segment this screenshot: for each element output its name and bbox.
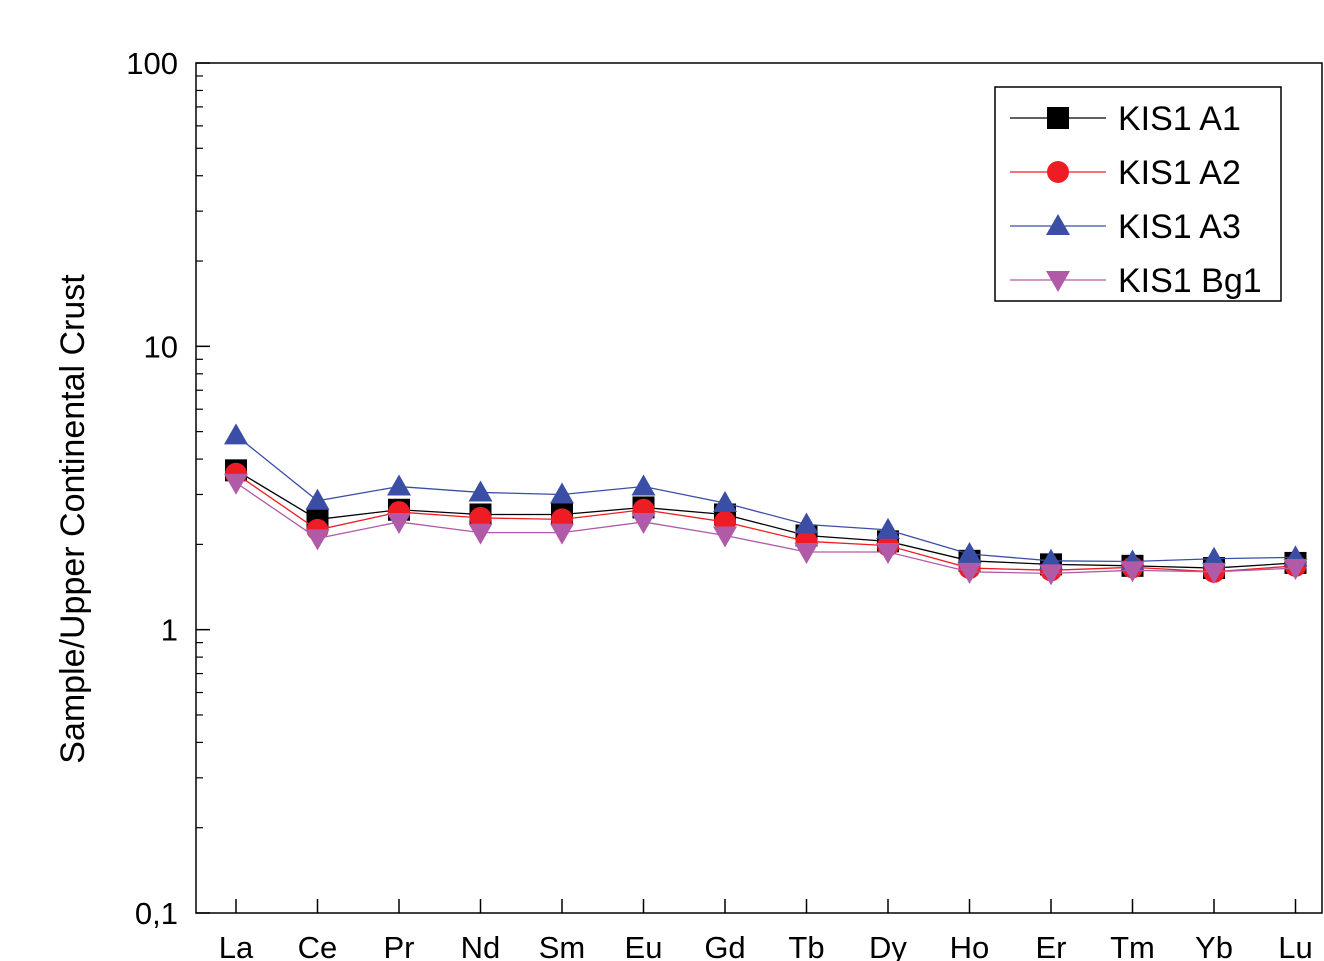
legend-box (994, 86, 1282, 302)
series-kis1-a2 (225, 462, 1307, 583)
legend-marker (1047, 161, 1069, 183)
legend-item: KIS1 A1 (1010, 100, 1241, 138)
data-point (1283, 559, 1308, 581)
y-tick-label: 1 (161, 613, 178, 648)
series-layer (224, 423, 1308, 586)
series-line (235, 482, 1296, 575)
data-point (224, 473, 248, 495)
data-point (550, 482, 574, 504)
x-tick-label: Ho (950, 930, 990, 961)
series-line (235, 434, 1296, 563)
legend-marker (1046, 214, 1070, 235)
data-point (794, 542, 819, 564)
data-point (957, 562, 982, 584)
x-tick-label: Gd (704, 930, 745, 961)
x-tick-label: Ce (298, 930, 338, 961)
data-point (550, 523, 574, 545)
y-tick-label: 100 (126, 46, 178, 81)
data-point (387, 512, 411, 534)
data-point (224, 423, 248, 445)
legend-item: KIS1 A2 (1010, 154, 1241, 192)
axes: 0,1 1 10 100 La Ce Pr Nd Sm Eu Gd Tb Dy Ho Er Tm Yb Lu (126, 46, 1323, 961)
data-point (387, 474, 411, 496)
legend-label: KIS1 Bg1 (1118, 262, 1262, 300)
data-point (468, 480, 493, 502)
x-tick-label: Er (1036, 930, 1067, 961)
data-point (469, 506, 492, 529)
legend-item: KIS1 A3 (1010, 208, 1241, 246)
data-point (794, 512, 819, 534)
series-kis1-bg1 (224, 473, 1308, 586)
legend-label: KIS1 A3 (1118, 208, 1241, 246)
y-tick-label: 10 (144, 329, 178, 364)
data-point (305, 529, 330, 551)
data-point (713, 526, 737, 548)
legend-marker (1047, 107, 1069, 129)
x-tick-label: Eu (625, 930, 663, 961)
x-tick-label: La (219, 930, 254, 961)
data-point (876, 542, 900, 564)
data-point (631, 474, 656, 496)
legend-label: KIS1 A2 (1118, 154, 1241, 192)
plot-frame (195, 62, 1323, 914)
data-point (957, 541, 982, 563)
legend-label: KIS1 A1 (1118, 100, 1241, 138)
data-point (876, 517, 900, 539)
data-point (631, 512, 656, 534)
x-tick-label: Nd (461, 930, 501, 961)
data-point (1202, 562, 1226, 584)
y-axis-label: Sample/Upper Continental Crust (54, 274, 92, 764)
x-tick-label: Sm (539, 930, 586, 961)
data-point (305, 488, 330, 510)
legend-item: KIS1 Bg1 (1010, 262, 1262, 300)
x-tick-label: Dy (869, 930, 907, 961)
series-line (235, 469, 1296, 569)
legend-marker (1046, 271, 1070, 292)
data-point (1039, 564, 1063, 586)
x-tick-label: Lu (1278, 930, 1312, 961)
data-point (1120, 561, 1145, 583)
data-point (713, 490, 737, 512)
x-tick-label: Yb (1195, 930, 1233, 961)
x-tick-label: Pr (384, 930, 415, 961)
x-tick-label: Tb (788, 930, 824, 961)
series-kis1-a3 (224, 423, 1308, 571)
y-tick-label: 0,1 (135, 896, 178, 931)
data-point (1202, 546, 1226, 568)
data-point (468, 523, 493, 545)
legend: KIS1 A1 KIS1 A2 KIS1 A3 KIS1 Bg1 (994, 86, 1282, 302)
series-line (235, 473, 1296, 573)
x-tick-label: Tm (1110, 930, 1155, 961)
